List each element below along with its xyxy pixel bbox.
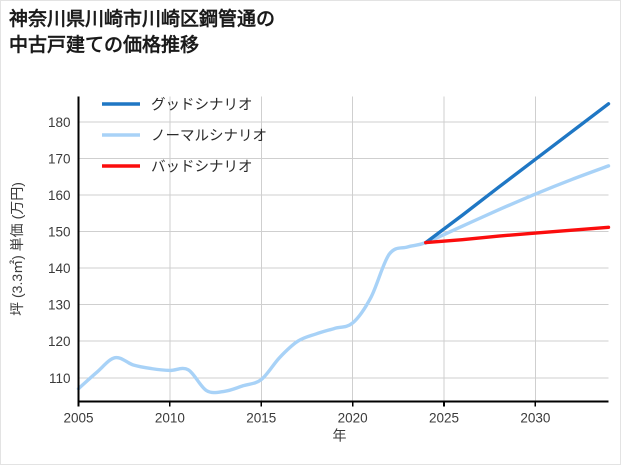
tick-labels: 110 120 130 140 150 160 170 180 2005 2010 2015 2020… — [48, 115, 550, 425]
page-title: 神奈川県川崎市川崎区鋼管通の 中古戸建ての価格推移 — [9, 9, 276, 56]
y-tick-label: 170 — [48, 152, 71, 167]
x-tick-label: 2025 — [429, 411, 459, 426]
axis-titles: 年 坪 (3.3㎡) 単価 (万円) — [9, 182, 347, 443]
legend-label: グッドシナリオ — [151, 97, 253, 114]
series-line — [424, 102, 611, 245]
gridlines — [78, 96, 609, 402]
series-group — [76, 102, 611, 395]
axes-group — [77, 96, 609, 407]
series-line — [424, 225, 611, 245]
y-tick-label: 160 — [48, 188, 71, 203]
x-tick-label: 2005 — [63, 411, 93, 426]
x-tick-label: 2020 — [338, 411, 368, 426]
y-tick-label: 120 — [48, 334, 71, 349]
y-tick-label: 110 — [49, 371, 71, 386]
y-tick-label: 180 — [48, 115, 71, 130]
y-axis-title: 坪 (3.3㎡) 単価 (万円) — [9, 182, 25, 316]
x-tick-label: 2030 — [520, 411, 550, 426]
y-tick-label: 140 — [48, 261, 71, 276]
y-tick-label: 150 — [48, 225, 71, 240]
x-axis-title: 年 — [333, 428, 347, 444]
legend-label: ノーマルシナリオ — [151, 129, 267, 145]
y-tick-label: 130 — [48, 298, 71, 313]
x-tick-label: 2015 — [246, 411, 276, 426]
legend-label: バッドシナリオ — [151, 160, 253, 176]
series-line — [76, 164, 611, 395]
x-tick-label: 2010 — [155, 411, 185, 426]
